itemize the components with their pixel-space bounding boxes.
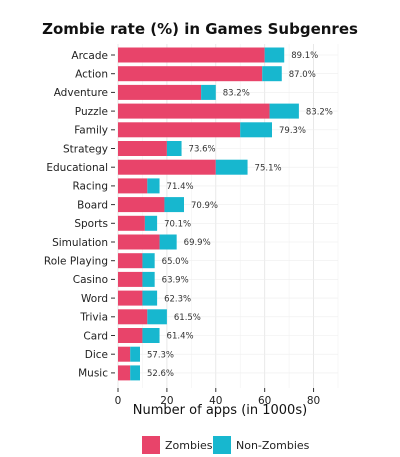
bar-non-zombies [142,290,158,306]
x-axis-title: Number of apps (in 1000s) [133,403,307,418]
percent-label: 83.2% [223,89,250,99]
x-tick-label: 80 [307,395,320,407]
bar-zombies [118,197,165,213]
bar-zombies [118,122,241,138]
percent-label: 87.0% [289,70,316,80]
percent-label: 65.0% [162,257,189,267]
category-label: Music [78,368,108,380]
x-tick-label: 40 [209,395,222,407]
x-tick-label: 60 [258,395,271,407]
bar-zombies [118,365,131,381]
category-label: Board [77,199,108,211]
category-label: Role Playing [44,256,108,268]
bar-non-zombies [164,197,184,213]
category-label: Adventure [54,87,108,99]
bar-zombies [118,141,167,156]
legend-swatch [142,436,160,454]
legend: Zombies Non-Zombies [142,436,310,454]
bar-zombies [118,290,143,306]
legend-label: Zombies [165,439,213,452]
percent-label: 70.9% [191,201,218,211]
percent-label: 61.5% [174,313,201,323]
bar-zombies [118,84,202,100]
legend-swatch [213,436,231,454]
bar-non-zombies [240,122,272,138]
bar-non-zombies [166,141,182,156]
percent-labels: 89.1%87.0%83.2%83.2%79.3%73.6%75.1%71.4%… [147,51,333,379]
bar-non-zombies [262,66,282,82]
bar-non-zombies [147,309,167,325]
bar-non-zombies [215,159,248,175]
category-label: Trivia [79,312,108,324]
category-label: Casino [73,274,108,286]
x-tick-label: 0 [115,395,122,407]
bar-zombies [118,328,143,343]
bar-zombies [118,346,131,362]
bar-zombies [118,103,270,119]
category-label: Arcade [71,50,108,62]
percent-label: 57.3% [147,350,174,360]
bar-zombies [118,178,148,194]
bar-non-zombies [144,215,158,231]
category-label: Card [83,330,108,342]
percent-label: 69.9% [184,238,211,248]
bar-zombies [118,253,143,269]
category-label: Racing [72,181,108,193]
category-label: Simulation [52,237,108,249]
percent-label: 52.6% [147,369,174,379]
bar-non-zombies [130,346,140,362]
bar-non-zombies [159,234,177,250]
legend-label: Non-Zombies [236,439,310,452]
bar-zombies [118,215,145,231]
bar-non-zombies [264,47,285,63]
category-label: Action [75,69,108,81]
bar-zombies [118,47,265,63]
bar-non-zombies [142,253,155,269]
category-label: Educational [46,162,108,174]
percent-label: 73.6% [189,145,216,155]
bar-non-zombies [147,178,160,194]
percent-label: 61.4% [167,332,194,342]
percent-label: 63.9% [162,276,189,286]
category-label: Strategy [63,143,108,155]
percent-label: 71.4% [167,182,194,192]
percent-label: 89.1% [291,51,318,61]
bar-zombies [118,159,216,175]
bar-non-zombies [201,84,216,100]
bar-zombies [118,271,143,287]
percent-label: 70.1% [164,220,191,230]
bar-non-zombies [142,271,155,287]
bar-zombies [118,234,160,250]
category-labels: Arcade Action Adventure Puzzle Family Strateg… [44,50,115,380]
bars [118,47,299,381]
category-label: Sports [74,218,108,230]
bar-zombies [118,309,148,325]
category-label: Word [81,293,108,305]
bar-non-zombies [269,103,299,119]
percent-label: 83.2% [306,107,333,117]
chart-title: Zombie rate (%) in Games Subgenres [42,20,358,38]
percent-label: 62.3% [164,294,191,304]
x-tick-label: 20 [160,395,173,407]
bar-non-zombies [130,365,140,381]
category-label: Puzzle [75,106,108,118]
bar-zombies [118,66,263,82]
category-label: Family [74,125,108,137]
bar-non-zombies [142,328,160,343]
percent-label: 75.1% [255,163,282,173]
x-tick-labels: 0 20 40 60 80 [115,388,320,407]
category-label: Dice [85,349,108,361]
percent-label: 79.3% [279,126,306,136]
